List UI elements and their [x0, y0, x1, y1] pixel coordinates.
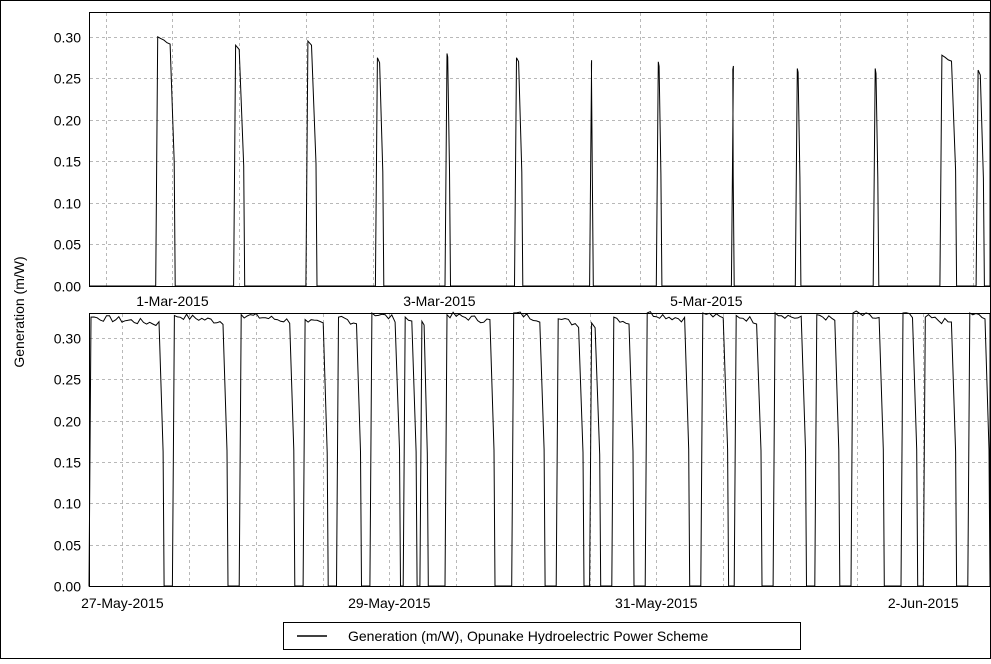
legend-label: Generation (m/W), Opunake Hydroelectric … [348, 628, 708, 644]
y-tick-label: 0.20 [54, 113, 81, 129]
x-tick-label: 2-Jun-2015 [888, 595, 959, 611]
y-tick-label: 0.15 [54, 154, 81, 170]
y-tick-label: 0.30 [54, 331, 81, 347]
x-tick-label: 5-Mar-2015 [670, 293, 743, 309]
y-tick-label: 0.00 [54, 279, 81, 295]
series-line-generation [90, 36, 990, 287]
legend: Generation (m/W), Opunake Hydroelectric … [283, 622, 801, 650]
y-tick-label: 0.00 [54, 579, 81, 595]
y-tick-label: 0.20 [54, 414, 81, 430]
y-tick-label: 0.30 [54, 30, 81, 46]
series-line-generation [88, 310, 991, 587]
y-tick-label: 0.15 [54, 455, 81, 471]
x-tick-label: 1-Mar-2015 [136, 293, 209, 309]
x-tick-label: 27-May-2015 [81, 595, 164, 611]
x-tick-label: 3-Mar-2015 [403, 293, 476, 309]
legend-box [283, 622, 801, 650]
chart-panel-1: 0.30 0.25 0.20 0.15 0.10 0.05 0.00 1-Mar-2015 3-… [54, 12, 991, 309]
y-tick-label: 0.05 [54, 538, 81, 554]
y-tick-label: 0.25 [54, 71, 81, 87]
y-tick-label: 0.25 [54, 372, 81, 388]
x-tick-label: 31-May-2015 [615, 595, 698, 611]
x-tick-label: 29-May-2015 [348, 595, 431, 611]
y-tick-label: 0.10 [54, 196, 81, 212]
y-axis-title: Generation (m/W) [11, 256, 27, 367]
y-tick-label: 0.10 [54, 496, 81, 512]
y-tick-label: 0.05 [54, 237, 81, 253]
plot-area-frame [89, 12, 991, 287]
